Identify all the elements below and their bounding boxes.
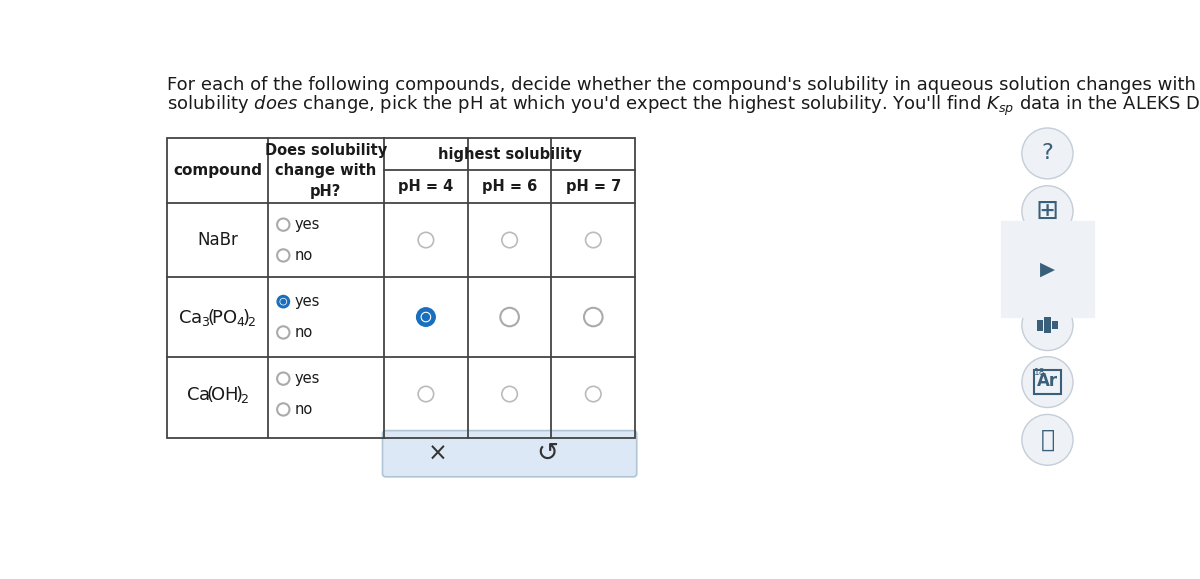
FancyBboxPatch shape (383, 431, 637, 477)
Text: $\mathrm{Ca\!\left(\!OH\!\right)_{\!2}}$: $\mathrm{Ca\!\left(\!OH\!\right)_{\!2}}$ (186, 383, 250, 405)
Circle shape (1022, 415, 1073, 466)
Bar (1052, 321, 1058, 329)
Text: compound: compound (173, 163, 262, 178)
Text: For each of the following compounds, decide whether the compound's solubility in: For each of the following compounds, dec… (167, 76, 1200, 94)
Text: highest solubility: highest solubility (438, 146, 582, 162)
Text: Ar: Ar (1037, 372, 1058, 390)
Text: solubility $\mathit{does}$ change, pick the pH at which you'd expect the highest: solubility $\mathit{does}$ change, pick … (167, 93, 1200, 118)
Circle shape (277, 295, 289, 308)
Circle shape (1022, 300, 1073, 350)
Circle shape (421, 313, 431, 322)
Bar (1044, 317, 1050, 333)
Text: ⊞: ⊞ (1036, 197, 1060, 225)
Bar (1037, 320, 1043, 331)
Circle shape (1022, 128, 1073, 179)
Circle shape (281, 299, 287, 305)
Bar (167, 138, 635, 438)
Text: no: no (295, 402, 313, 417)
Circle shape (1022, 186, 1073, 237)
Text: Does solubility
change with
pH?: Does solubility change with pH? (265, 143, 388, 199)
Text: NaBr: NaBr (197, 231, 238, 249)
Text: no: no (295, 325, 313, 340)
Text: yes: yes (295, 294, 320, 309)
Text: pH = 4: pH = 4 (398, 179, 454, 195)
Circle shape (281, 299, 286, 304)
Text: ×: × (427, 442, 448, 466)
Text: $\mathrm{Ca_3\!\left(\!PO_4\!\right)_{\!2}}$: $\mathrm{Ca_3\!\left(\!PO_4\!\right)_{\!… (179, 306, 257, 328)
Text: yes: yes (295, 371, 320, 386)
Circle shape (1022, 244, 1073, 294)
Text: ?: ? (1042, 144, 1054, 163)
Circle shape (416, 308, 436, 327)
Text: yes: yes (295, 217, 320, 232)
Text: pH = 6: pH = 6 (482, 179, 538, 195)
Text: ▶: ▶ (1040, 259, 1055, 278)
Circle shape (422, 313, 430, 321)
Text: ↺: ↺ (536, 441, 559, 467)
Text: no: no (295, 248, 313, 263)
FancyBboxPatch shape (1033, 370, 1062, 394)
Text: 📖: 📖 (1040, 428, 1055, 452)
Text: pH = 7: pH = 7 (565, 179, 620, 195)
Text: 18: 18 (1034, 368, 1045, 378)
Circle shape (1022, 357, 1073, 408)
